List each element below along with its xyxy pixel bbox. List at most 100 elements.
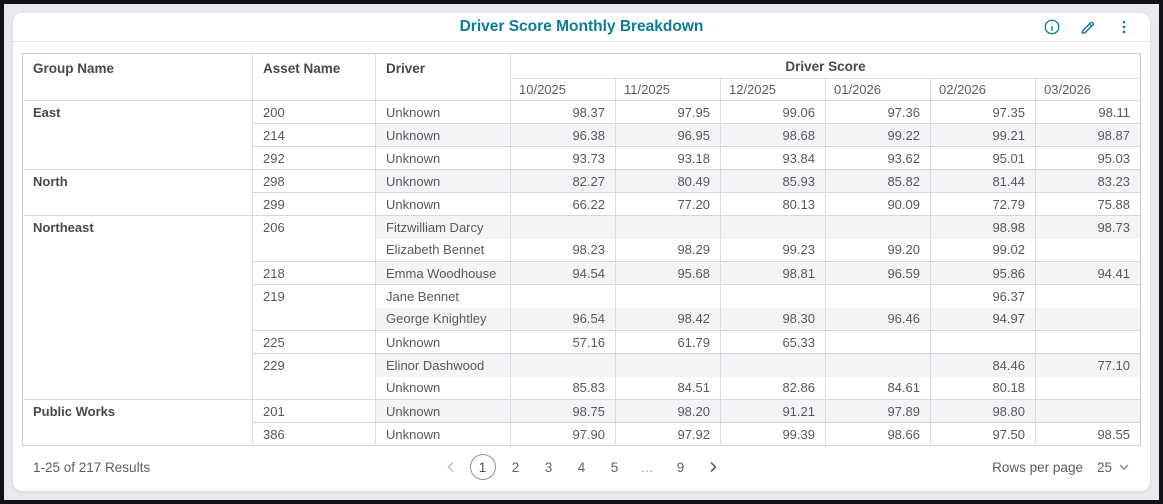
pagination-page-4[interactable]: 4 — [577, 459, 586, 475]
score-cell: 96.37 — [930, 284, 1036, 308]
score-cell: 84.46 — [930, 353, 1036, 377]
score-cell: 95.01 — [930, 146, 1036, 170]
score-cell: 95.03 — [1035, 146, 1141, 170]
score-cell: 97.95 — [615, 100, 721, 124]
score-cell: 98.98 — [930, 215, 1036, 239]
driver-cell: Unknown — [375, 192, 511, 216]
asset-name-cell: 292 — [252, 146, 376, 170]
score-cell: 98.81 — [720, 261, 826, 285]
score-cell: 98.20 — [615, 399, 721, 423]
driver-cell: Elinor Dashwood — [375, 353, 511, 377]
score-cell: 91.21 — [720, 399, 826, 423]
driver-cell: George Knightley — [375, 307, 511, 331]
score-cell: 66.22 — [510, 192, 616, 216]
score-cell: 98.37 — [510, 100, 616, 124]
score-cell: 98.68 — [720, 123, 826, 147]
score-cell: 98.11 — [1035, 100, 1141, 124]
table-body: East 200 Unknown 98.37 97.95 99.06 97.36 97.35 9… — [22, 100, 1141, 446]
info-icon[interactable] — [1042, 17, 1062, 37]
pagination-page-5[interactable]: 5 — [610, 459, 619, 475]
edit-icon[interactable] — [1078, 17, 1098, 37]
score-cell — [720, 353, 826, 377]
score-cell: 80.13 — [720, 192, 826, 216]
driver-cell: Unknown — [375, 376, 511, 400]
score-cell: 99.02 — [930, 238, 1036, 262]
score-cell: 95.86 — [930, 261, 1036, 285]
rows-per-page-select[interactable]: 25 — [1097, 460, 1130, 475]
score-cell: 94.41 — [1035, 261, 1141, 285]
score-cell: 97.50 — [930, 422, 1036, 446]
table-row: 386 Unknown 97.90 97.92 99.39 98.66 97.50 98.55 — [23, 422, 1141, 446]
table-row: 299 Unknown 66.22 77.20 80.13 90.09 72.79 75.88 — [23, 192, 1141, 216]
pagination-page-2[interactable]: 2 — [511, 459, 520, 475]
table-row: 292 Unknown 93.73 93.18 93.84 93.62 95.01 95.03 — [23, 146, 1141, 170]
table-container: Group Name Asset Name Driver Driver Scor… — [13, 42, 1150, 446]
table-row: 225 Unknown 57.16 61.79 65.33 — [23, 330, 1141, 354]
pagination-page-3[interactable]: 3 — [544, 459, 553, 475]
score-cell: 97.89 — [825, 399, 931, 423]
pagination-page-1[interactable]: 1 — [469, 454, 496, 480]
score-cell: 81.44 — [930, 169, 1036, 193]
asset-name-cell: 229 — [252, 353, 376, 400]
score-cell: 95.68 — [615, 261, 721, 285]
score-cell — [510, 215, 616, 239]
month-column-header: 03/2026 — [1035, 78, 1141, 101]
score-cell — [1035, 376, 1141, 400]
asset-name-cell: 298 — [252, 169, 376, 193]
table-row: 229 Elinor Dashwood 84.46 77.10 — [23, 353, 1141, 400]
score-cell — [720, 215, 826, 239]
score-cell: 84.61 — [825, 376, 931, 400]
table-row: North 298 Unknown 82.27 80.49 85.93 85.82 81.44… — [22, 169, 1141, 216]
score-cell: 99.21 — [930, 123, 1036, 147]
score-cell: 84.51 — [615, 376, 721, 400]
score-cell — [825, 215, 931, 239]
score-cell: 93.73 — [510, 146, 616, 170]
rows-per-page-label: Rows per page — [992, 459, 1083, 475]
results-count: 1-25 of 217 Results — [33, 459, 151, 475]
pagination-ellipsis: … — [640, 459, 655, 475]
score-cell: 98.55 — [1035, 422, 1141, 446]
score-cell: 96.46 — [825, 307, 931, 331]
score-cell: 96.95 — [615, 123, 721, 147]
page-background: Driver Score Monthly Breakdown — [4, 4, 1159, 500]
score-cell: 93.84 — [720, 146, 826, 170]
score-cell — [1035, 238, 1141, 262]
column-header-driver: Driver — [375, 53, 511, 101]
group-name-cell: Public Works — [22, 399, 253, 446]
asset-name-cell: 218 — [252, 261, 376, 285]
score-cell — [1036, 285, 1141, 308]
pagination-next-icon[interactable] — [701, 455, 725, 479]
score-cell: 99.39 — [720, 422, 826, 446]
kebab-menu-icon[interactable] — [1114, 17, 1134, 37]
score-cell — [1035, 330, 1141, 354]
score-cell: 94.54 — [510, 261, 616, 285]
score-cell: 98.66 — [825, 422, 931, 446]
driver-cell: Emma Woodhouse — [375, 261, 511, 285]
pagination-prev-icon[interactable] — [439, 455, 463, 479]
group-name-cell: East — [22, 100, 253, 170]
score-cell: 61.79 — [615, 330, 721, 354]
pagination-page-9[interactable]: 9 — [676, 459, 685, 475]
score-cell: 96.38 — [510, 123, 616, 147]
score-cell: 97.35 — [930, 100, 1036, 124]
month-column-header: 10/2025 — [510, 78, 616, 101]
score-cell: 98.80 — [930, 399, 1036, 423]
driver-cell: Unknown — [375, 422, 511, 446]
score-cell — [615, 215, 721, 239]
table-row: East 200 Unknown 98.37 97.95 99.06 97.36 97.35 9… — [22, 100, 1141, 170]
month-column-header: 02/2026 — [930, 78, 1036, 101]
score-cell: 94.97 — [930, 307, 1036, 331]
score-cell — [510, 353, 616, 377]
score-cell: 77.10 — [1035, 353, 1141, 377]
score-cell: 57.16 — [510, 330, 616, 354]
driver-cell: Unknown — [375, 399, 511, 423]
card-header: Driver Score Monthly Breakdown — [13, 13, 1150, 42]
score-cell: 98.29 — [615, 238, 721, 262]
rows-per-page-value: 25 — [1096, 459, 1112, 475]
table-row: 219 Jane Bennet 96.37 — [23, 284, 1141, 331]
asset-name-cell: 225 — [252, 330, 376, 354]
driver-cell: Unknown — [375, 123, 511, 147]
score-cell — [510, 284, 616, 308]
score-cell — [825, 284, 931, 308]
column-header-driver-score: Driver Score — [510, 53, 1141, 79]
